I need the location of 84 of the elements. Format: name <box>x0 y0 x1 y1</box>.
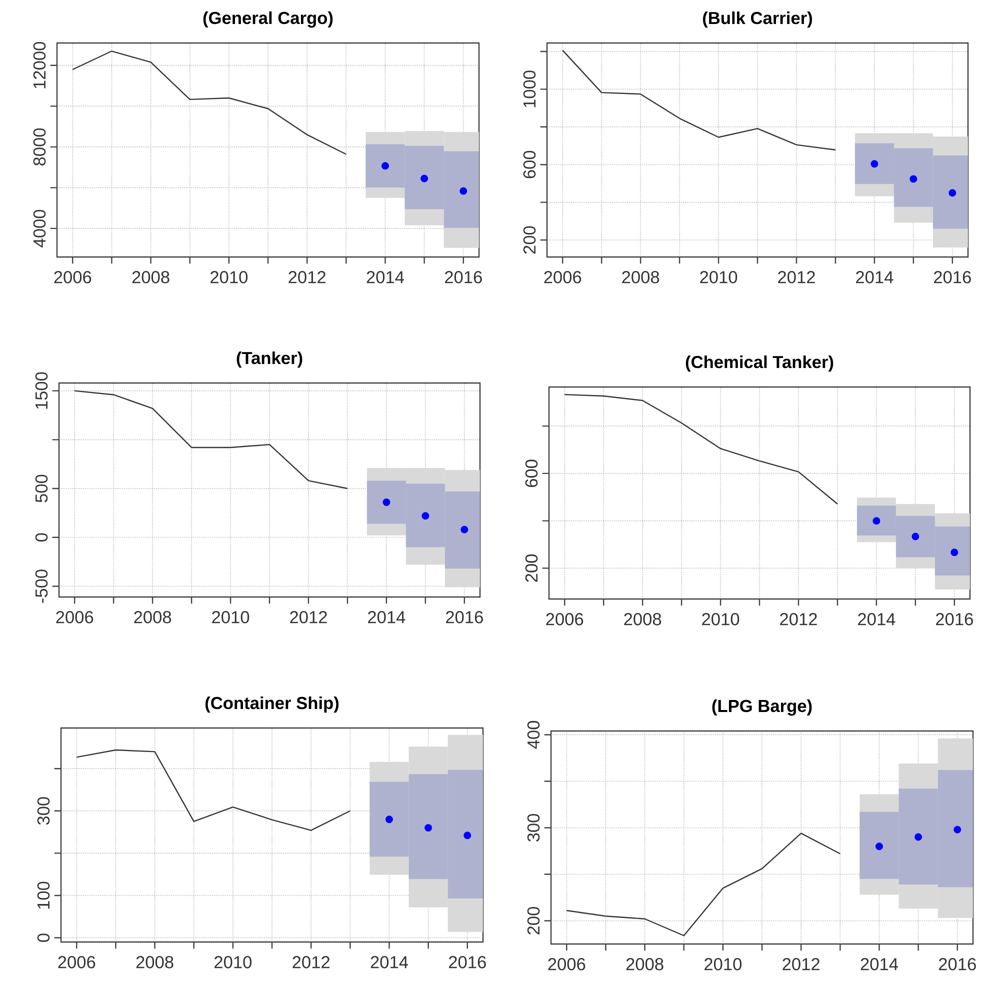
x-tick-label: 2010 <box>700 271 738 284</box>
point <box>460 187 468 195</box>
x-tick-label: 2008 <box>136 956 174 968</box>
chart-title: (Container Ship) <box>205 696 339 713</box>
point <box>424 824 432 832</box>
x-tick-label: 2006 <box>546 613 584 626</box>
x-tick-label: 2012 <box>290 611 327 624</box>
y-tick-label: 8000 <box>33 128 46 166</box>
x-tick-label: 2008 <box>624 613 662 626</box>
x-tick-label: 2006 <box>54 271 92 284</box>
line-series <box>72 50 347 155</box>
chart-title: (Bulk Carrier) <box>702 11 812 28</box>
point <box>422 512 430 520</box>
x-tick-label: 2012 <box>778 271 815 284</box>
point <box>948 189 956 197</box>
y-tick-label: 400 <box>527 720 540 749</box>
y-tick-label: 0 <box>37 934 50 942</box>
x-tick-label: 2016 <box>444 271 482 284</box>
y-tick-label: 600 <box>523 150 536 178</box>
point <box>914 833 922 841</box>
x-tick-label: 2010 <box>210 271 248 284</box>
y-tick-label: 200 <box>527 906 540 934</box>
x-tick-label: 2010 <box>214 956 252 968</box>
y-tick-label: 0 <box>35 533 48 542</box>
point <box>420 174 428 182</box>
y-tick-label: 300 <box>527 814 540 842</box>
line-series <box>76 749 351 831</box>
y-tick-label: 4000 <box>33 210 46 248</box>
point <box>464 832 472 840</box>
x-tick-label: 2008 <box>134 611 172 624</box>
x-tick-label: 2016 <box>448 956 486 968</box>
point <box>872 517 880 525</box>
x-tick-label: 2006 <box>58 956 96 968</box>
y-tick-label: 500 <box>35 474 48 502</box>
x-tick-label: 2012 <box>292 956 330 968</box>
x-tick-label: 2016 <box>938 958 976 970</box>
y-tick-label: -500 <box>35 570 48 603</box>
x-tick-label: 2008 <box>622 271 660 284</box>
point <box>381 162 389 170</box>
x-tick-label: 2012 <box>288 271 326 284</box>
y-tick-label: 1000 <box>523 70 536 108</box>
x-tick-label: 2014 <box>368 611 406 624</box>
x-tick-label: 2016 <box>934 271 971 284</box>
x-tick-label: 2014 <box>858 613 896 626</box>
point <box>382 498 390 506</box>
x-tick-label: 2014 <box>366 271 404 284</box>
point <box>875 842 883 850</box>
y-tick-label: 600 <box>525 460 538 488</box>
x-tick-label: 2014 <box>856 271 894 284</box>
line-series <box>566 832 841 936</box>
y-tick-label: 200 <box>525 554 538 582</box>
chart-title: (LPG Barge) <box>712 699 812 716</box>
point <box>385 816 393 824</box>
x-tick-label: 2012 <box>780 613 817 626</box>
x-tick-label: 2010 <box>704 958 742 970</box>
chart-title: (Tanker) <box>236 351 302 368</box>
point <box>912 532 920 540</box>
x-tick-label: 2008 <box>626 958 664 970</box>
y-tick-label: 100 <box>37 882 50 909</box>
line-series <box>564 394 838 505</box>
x-tick-label: 2006 <box>544 271 582 284</box>
y-tick-label: 200 <box>523 226 536 254</box>
point <box>954 826 962 834</box>
x-tick-label: 2006 <box>56 611 94 624</box>
chart-title: (General Cargo) <box>203 11 333 28</box>
line-series <box>74 390 348 490</box>
y-tick-label: 300 <box>37 797 50 825</box>
x-tick-label: 2014 <box>860 958 898 970</box>
x-tick-label: 2016 <box>936 613 973 626</box>
point <box>910 175 918 183</box>
x-tick-label: 2010 <box>702 613 740 626</box>
y-tick-label: 12000 <box>33 42 46 88</box>
x-tick-label: 2006 <box>548 958 586 970</box>
point <box>870 160 878 168</box>
point <box>460 526 468 534</box>
y-tick-label: 1500 <box>35 372 48 409</box>
point <box>950 548 958 556</box>
chart-title: (Chemical Tanker) <box>686 355 834 372</box>
line-series <box>562 50 836 150</box>
x-tick-label: 2016 <box>446 611 483 624</box>
x-tick-label: 2012 <box>782 958 820 970</box>
x-tick-label: 2010 <box>212 611 250 624</box>
x-tick-label: 2014 <box>370 956 408 968</box>
x-tick-label: 2008 <box>132 271 170 284</box>
